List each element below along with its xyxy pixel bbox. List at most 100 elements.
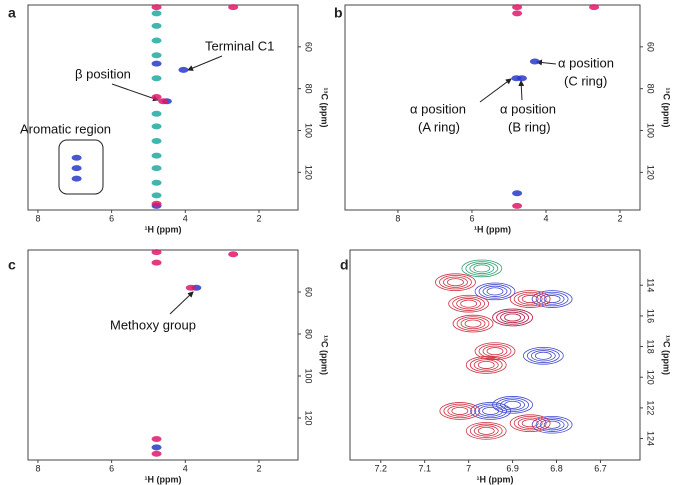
contour — [478, 284, 512, 299]
contour — [496, 397, 529, 413]
y-tick-label: 60 — [304, 287, 314, 297]
y-tick-label: 124 — [646, 431, 656, 446]
contour — [461, 259, 503, 278]
plot-frame — [344, 4, 641, 211]
annotation: (C ring) — [564, 73, 607, 88]
x-axis-label: ¹H (ppm) — [477, 474, 514, 484]
x-tick-label: 7.1 — [418, 463, 431, 473]
contour — [469, 262, 495, 274]
y-axis-label: ¹³C (ppm) — [320, 335, 330, 375]
annotation: α position — [558, 55, 614, 70]
peak — [151, 123, 162, 130]
contour — [500, 399, 525, 411]
peak — [529, 58, 540, 65]
annotation: α position — [500, 101, 556, 116]
panel-label: d — [340, 257, 349, 273]
plot-frame — [27, 4, 299, 211]
y-axis-label: ¹³C (ppm) — [320, 88, 330, 128]
peak — [151, 152, 162, 159]
contour — [477, 426, 495, 435]
peak — [516, 75, 527, 82]
arrow — [111, 83, 159, 102]
plot-frame — [349, 249, 641, 461]
panel-label: c — [8, 257, 16, 273]
contour — [530, 350, 556, 362]
contour — [526, 348, 560, 363]
x-axis-label: ¹H (ppm) — [145, 224, 182, 234]
peak — [151, 52, 162, 59]
contour — [439, 274, 472, 290]
contour — [465, 422, 507, 440]
contour — [517, 417, 543, 429]
y-axis-label: ¹³C (ppm) — [662, 335, 672, 375]
x-tick-label: 8 — [35, 213, 40, 223]
contour — [504, 313, 521, 322]
peak — [71, 154, 82, 161]
region-box — [58, 139, 104, 195]
y-tick-label: 122 — [646, 400, 656, 415]
contour — [534, 351, 552, 360]
contour — [474, 282, 516, 301]
peak — [589, 4, 600, 11]
contour — [496, 310, 529, 325]
y-tick-label: 120 — [304, 410, 314, 425]
x-tick-label: 4 — [543, 213, 548, 223]
y-tick-label: 60 — [646, 42, 656, 52]
peak — [151, 444, 162, 451]
peak — [228, 4, 239, 11]
contour — [531, 290, 573, 308]
contour — [469, 423, 503, 439]
peak — [151, 179, 162, 186]
x-tick-label: 8 — [35, 463, 40, 473]
annotation: Methoxy group — [110, 317, 196, 332]
contour — [482, 285, 508, 297]
peak — [228, 251, 239, 258]
annotation: Terminal C1 — [205, 38, 274, 53]
peak — [512, 190, 523, 197]
peak — [151, 192, 162, 199]
annotation: (A ring) — [418, 119, 460, 134]
arrow — [187, 55, 223, 71]
contour — [513, 416, 547, 431]
peak — [71, 175, 82, 182]
arrow — [479, 78, 512, 103]
contour — [539, 419, 565, 431]
x-tick-label: 8 — [395, 213, 400, 223]
contour — [543, 295, 561, 304]
contour — [478, 343, 512, 359]
y-tick-label: 118 — [646, 339, 656, 353]
y-tick-label: 60 — [304, 42, 314, 52]
contour — [460, 317, 486, 330]
x-tick-label: 6 — [109, 213, 114, 223]
y-tick-label: 100 — [304, 123, 314, 138]
contour — [465, 356, 507, 374]
contour — [492, 308, 533, 327]
contour — [509, 290, 551, 308]
peak — [71, 165, 82, 172]
y-tick-label: 100 — [646, 123, 656, 138]
contour — [500, 311, 525, 324]
contour — [535, 417, 569, 432]
x-axis-label: ¹H (ppm) — [145, 474, 182, 484]
y-tick-label: 114 — [646, 278, 656, 292]
x-tick-label: 2 — [618, 213, 623, 223]
peak — [512, 202, 523, 209]
peak — [151, 110, 162, 117]
peak — [151, 165, 162, 172]
contour — [486, 287, 504, 296]
annotation: Aromatic region — [20, 121, 111, 136]
contour — [522, 346, 564, 365]
x-tick-label: 4 — [183, 213, 188, 223]
peak — [178, 66, 189, 73]
peak — [151, 436, 162, 442]
contour — [456, 316, 490, 331]
y-axis-label: ¹³C (ppm) — [662, 88, 672, 128]
peak — [151, 75, 162, 82]
peak — [151, 10, 162, 17]
contour — [521, 419, 539, 428]
plot-frame — [27, 249, 299, 461]
contour — [452, 314, 494, 333]
x-tick-label: 6.7 — [594, 463, 607, 473]
y-tick-label: 80 — [304, 84, 314, 94]
